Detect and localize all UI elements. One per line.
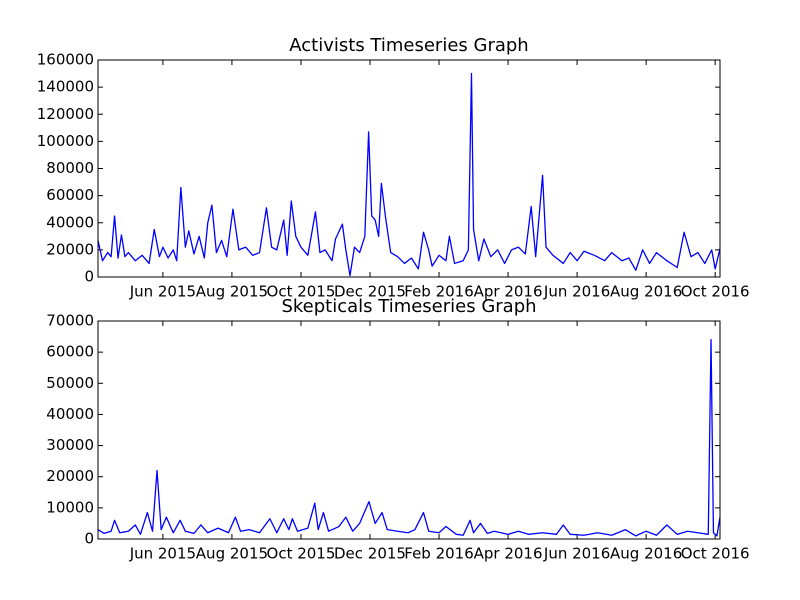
x-tick-label: Feb 2016 xyxy=(404,283,474,301)
y-tick-label: 60000 xyxy=(46,343,94,361)
x-tick-label: Jun 2016 xyxy=(543,283,610,301)
plot-frame xyxy=(97,320,721,540)
x-tick-label: Jun 2015 xyxy=(129,545,196,563)
y-tick-label: 140000 xyxy=(37,78,94,96)
x-tick-label: Aug 2016 xyxy=(610,283,682,301)
x-tick-label: Oct 2015 xyxy=(267,283,336,301)
y-tick-label: 20000 xyxy=(46,240,94,258)
y-tick-label: 120000 xyxy=(37,105,94,123)
x-tick-label: Dec 2015 xyxy=(334,545,406,563)
series-line xyxy=(97,72,721,277)
x-tick-label: Oct 2016 xyxy=(681,283,750,301)
y-tick-label: 30000 xyxy=(46,436,94,454)
y-tick-label: 70000 xyxy=(46,312,94,330)
x-tick-label: Jun 2016 xyxy=(543,545,610,563)
plot-frame xyxy=(97,59,721,278)
y-tick-label: 100000 xyxy=(37,132,94,150)
chart-title: Skepticals Timeseries Graph xyxy=(281,296,536,317)
y-tick-label: 40000 xyxy=(46,405,94,423)
series-line xyxy=(97,339,721,537)
chart-title: Activists Timeseries Graph xyxy=(289,35,528,56)
x-tick-label: Oct 2015 xyxy=(267,545,336,563)
y-tick-label: 80000 xyxy=(46,159,94,177)
x-tick-label: Oct 2016 xyxy=(681,545,750,563)
y-tick-label: 20000 xyxy=(46,467,94,485)
y-tick-label: 60000 xyxy=(46,186,94,204)
y-tick-label: 160000 xyxy=(37,51,94,69)
y-tick-label: 40000 xyxy=(46,213,94,231)
y-tick-label: 0 xyxy=(84,530,94,548)
y-tick-label: 50000 xyxy=(46,374,94,392)
x-tick-label: Aug 2015 xyxy=(196,283,268,301)
x-tick-label: Apr 2016 xyxy=(474,283,543,301)
y-tick-label: 10000 xyxy=(46,498,94,516)
x-tick-label: Aug 2015 xyxy=(196,545,268,563)
x-tick-label: Aug 2016 xyxy=(610,545,682,563)
x-tick-label: Dec 2015 xyxy=(334,283,406,301)
y-tick-label: 0 xyxy=(84,268,94,286)
x-tick-label: Jun 2015 xyxy=(129,283,196,301)
x-tick-label: Feb 2016 xyxy=(404,545,474,563)
x-tick-label: Apr 2016 xyxy=(474,545,543,563)
